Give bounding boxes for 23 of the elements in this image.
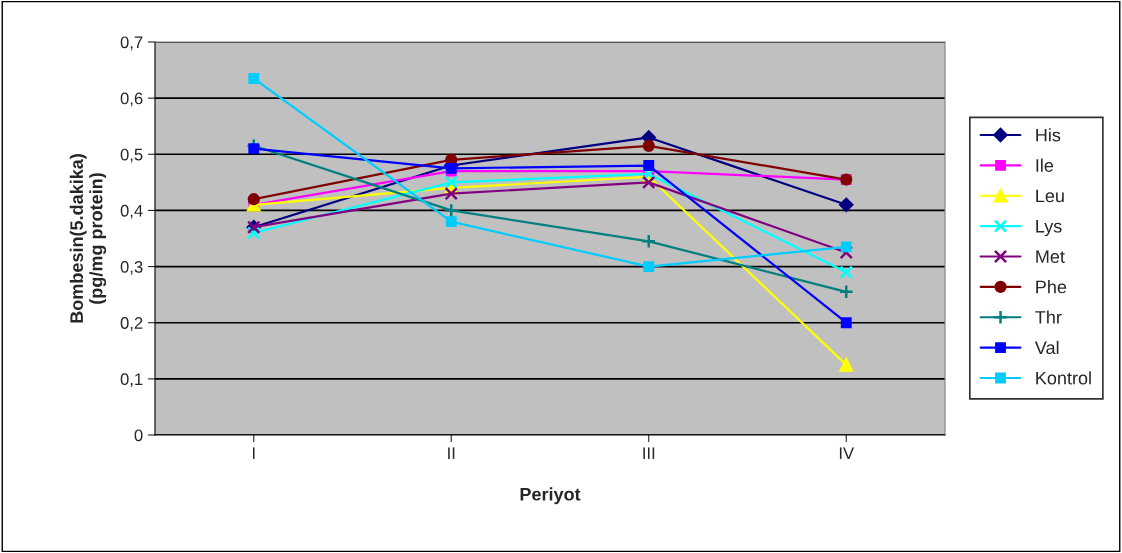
x-tick-label: II [448, 447, 455, 459]
y-tick-label: 0,4 [120, 204, 143, 219]
legend-label: His [1036, 128, 1061, 142]
x-tick-label: I [252, 447, 255, 459]
y-axis-title: Bombesin(5.dakika) (pg/mg protein) [69, 154, 107, 323]
y-tick-label: 0,7 [120, 36, 143, 51]
legend-label: Leu [1036, 189, 1064, 203]
y-tick-label: 0 [134, 429, 143, 442]
x-tick-label: IV [839, 447, 855, 459]
legend-label: Phe [1036, 280, 1067, 294]
x-tick-label: III [643, 447, 655, 459]
legend-label: Lys [1036, 220, 1062, 237]
x-axis-title: Periyot [520, 487, 581, 505]
y-tick-label: 0,2 [120, 317, 143, 331]
legend-label: Kontrol [1036, 371, 1091, 385]
legend-label: Met [1036, 250, 1065, 263]
legend-label: Thr [1035, 310, 1062, 324]
y-tick-label: 0,3 [120, 260, 143, 275]
y-tick-label: 0,1 [120, 373, 143, 388]
y-tick-label: 0,6 [120, 92, 143, 107]
legend-label: Val [1034, 340, 1059, 355]
y-tick-label: 0,5 [120, 148, 143, 163]
legend-label: Ile [1036, 158, 1054, 172]
